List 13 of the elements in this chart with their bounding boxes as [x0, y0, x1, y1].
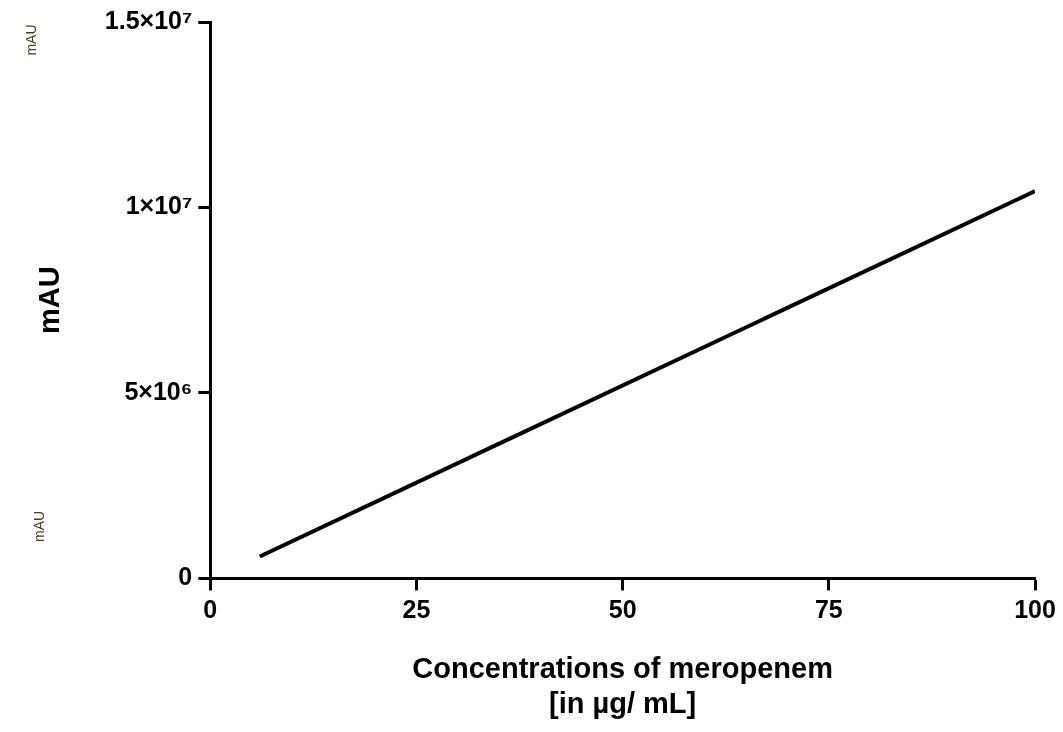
- x-tick-label: 25: [402, 595, 431, 624]
- x-axis-title: Concentrations of meropenem [in µg/ mL]: [412, 651, 833, 719]
- text: mAU: [30, 510, 47, 542]
- y-axis-title: mAU: [33, 266, 66, 335]
- x-tick-label: 50: [608, 595, 637, 624]
- x-tick-label: 75: [814, 595, 843, 624]
- y-tick-label: 5×10⁶: [124, 376, 193, 405]
- text: mAU: [22, 24, 39, 56]
- y-tick-label: 1.5×10⁷: [104, 5, 193, 34]
- x-tick-label: 100: [1014, 595, 1056, 624]
- y-tick-label: 0: [178, 562, 193, 591]
- x-tick-label: 0: [203, 595, 218, 624]
- y-tick-label: 1×10⁷: [125, 191, 193, 220]
